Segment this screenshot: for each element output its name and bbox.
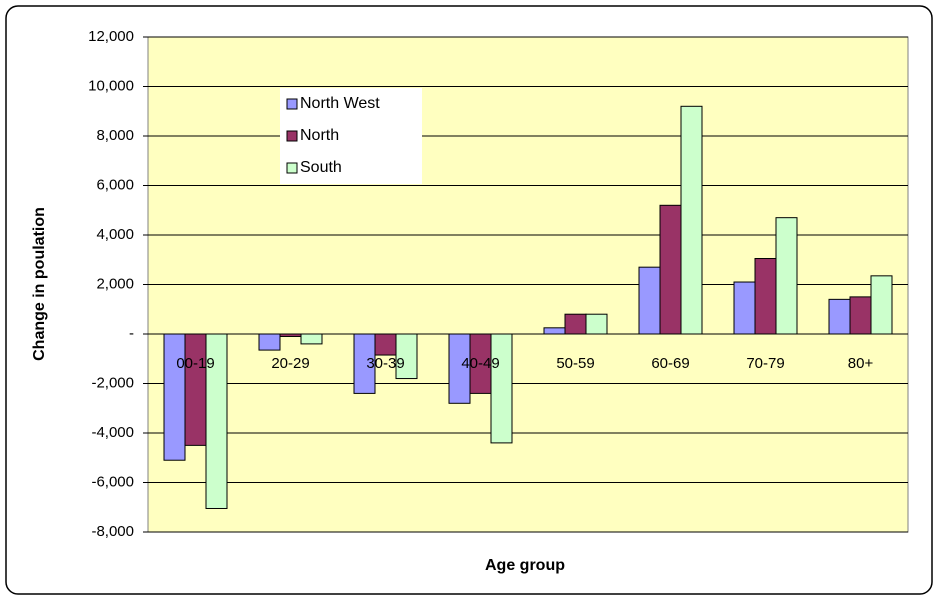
y-tick-label: 10,000 [88, 77, 134, 94]
x-tick-label: 80+ [848, 355, 874, 372]
bar [870, 275, 893, 335]
legend-swatch [286, 162, 298, 174]
legend-swatch [286, 130, 298, 142]
bar [585, 313, 608, 335]
y-tick-label: 2,000 [96, 275, 134, 292]
legend-label: North West [300, 95, 380, 112]
x-tick-label: 70-79 [746, 355, 784, 372]
bar [659, 204, 682, 335]
bar [300, 333, 323, 345]
legend-label: South [300, 159, 342, 176]
bar [564, 313, 587, 335]
y-tick-label: -8,000 [91, 523, 134, 540]
y-tick-label: 12,000 [88, 28, 134, 45]
bar [395, 333, 418, 380]
bar [258, 333, 281, 351]
bar [543, 327, 566, 335]
y-tick-label: -4,000 [91, 424, 134, 441]
x-tick-label: 60-69 [651, 355, 689, 372]
y-tick-label: -2,000 [91, 374, 134, 391]
bar [279, 333, 302, 337]
bar [490, 333, 513, 444]
bar [163, 333, 186, 461]
bar [374, 333, 397, 356]
y-tick-label: 6,000 [96, 176, 134, 193]
x-tick-label: 20-29 [271, 355, 309, 372]
legend-swatch [286, 98, 298, 110]
x-tick-label: 50-59 [556, 355, 594, 372]
x-tick-label: 30-39 [366, 355, 404, 372]
y-tick-label: 8,000 [96, 127, 134, 144]
legend-label: North [300, 127, 339, 144]
bar [353, 333, 376, 394]
bar [849, 296, 872, 335]
y-tick-label: -6,000 [91, 473, 134, 490]
legend-box [280, 88, 422, 184]
x-tick-label: 00-19 [176, 355, 214, 372]
bar [775, 217, 798, 335]
x-axis-title: Age group [485, 557, 565, 574]
bar [733, 281, 756, 335]
bar [754, 258, 777, 335]
bar [184, 333, 207, 446]
bar [828, 298, 851, 335]
y-tick-label: - [129, 325, 134, 342]
x-tick-label: 40-49 [461, 355, 499, 372]
bar [680, 105, 703, 335]
bar [638, 266, 661, 335]
y-tick-label: 4,000 [96, 226, 134, 243]
bar [205, 333, 228, 509]
y-axis-title: Change in poulation [31, 207, 48, 361]
